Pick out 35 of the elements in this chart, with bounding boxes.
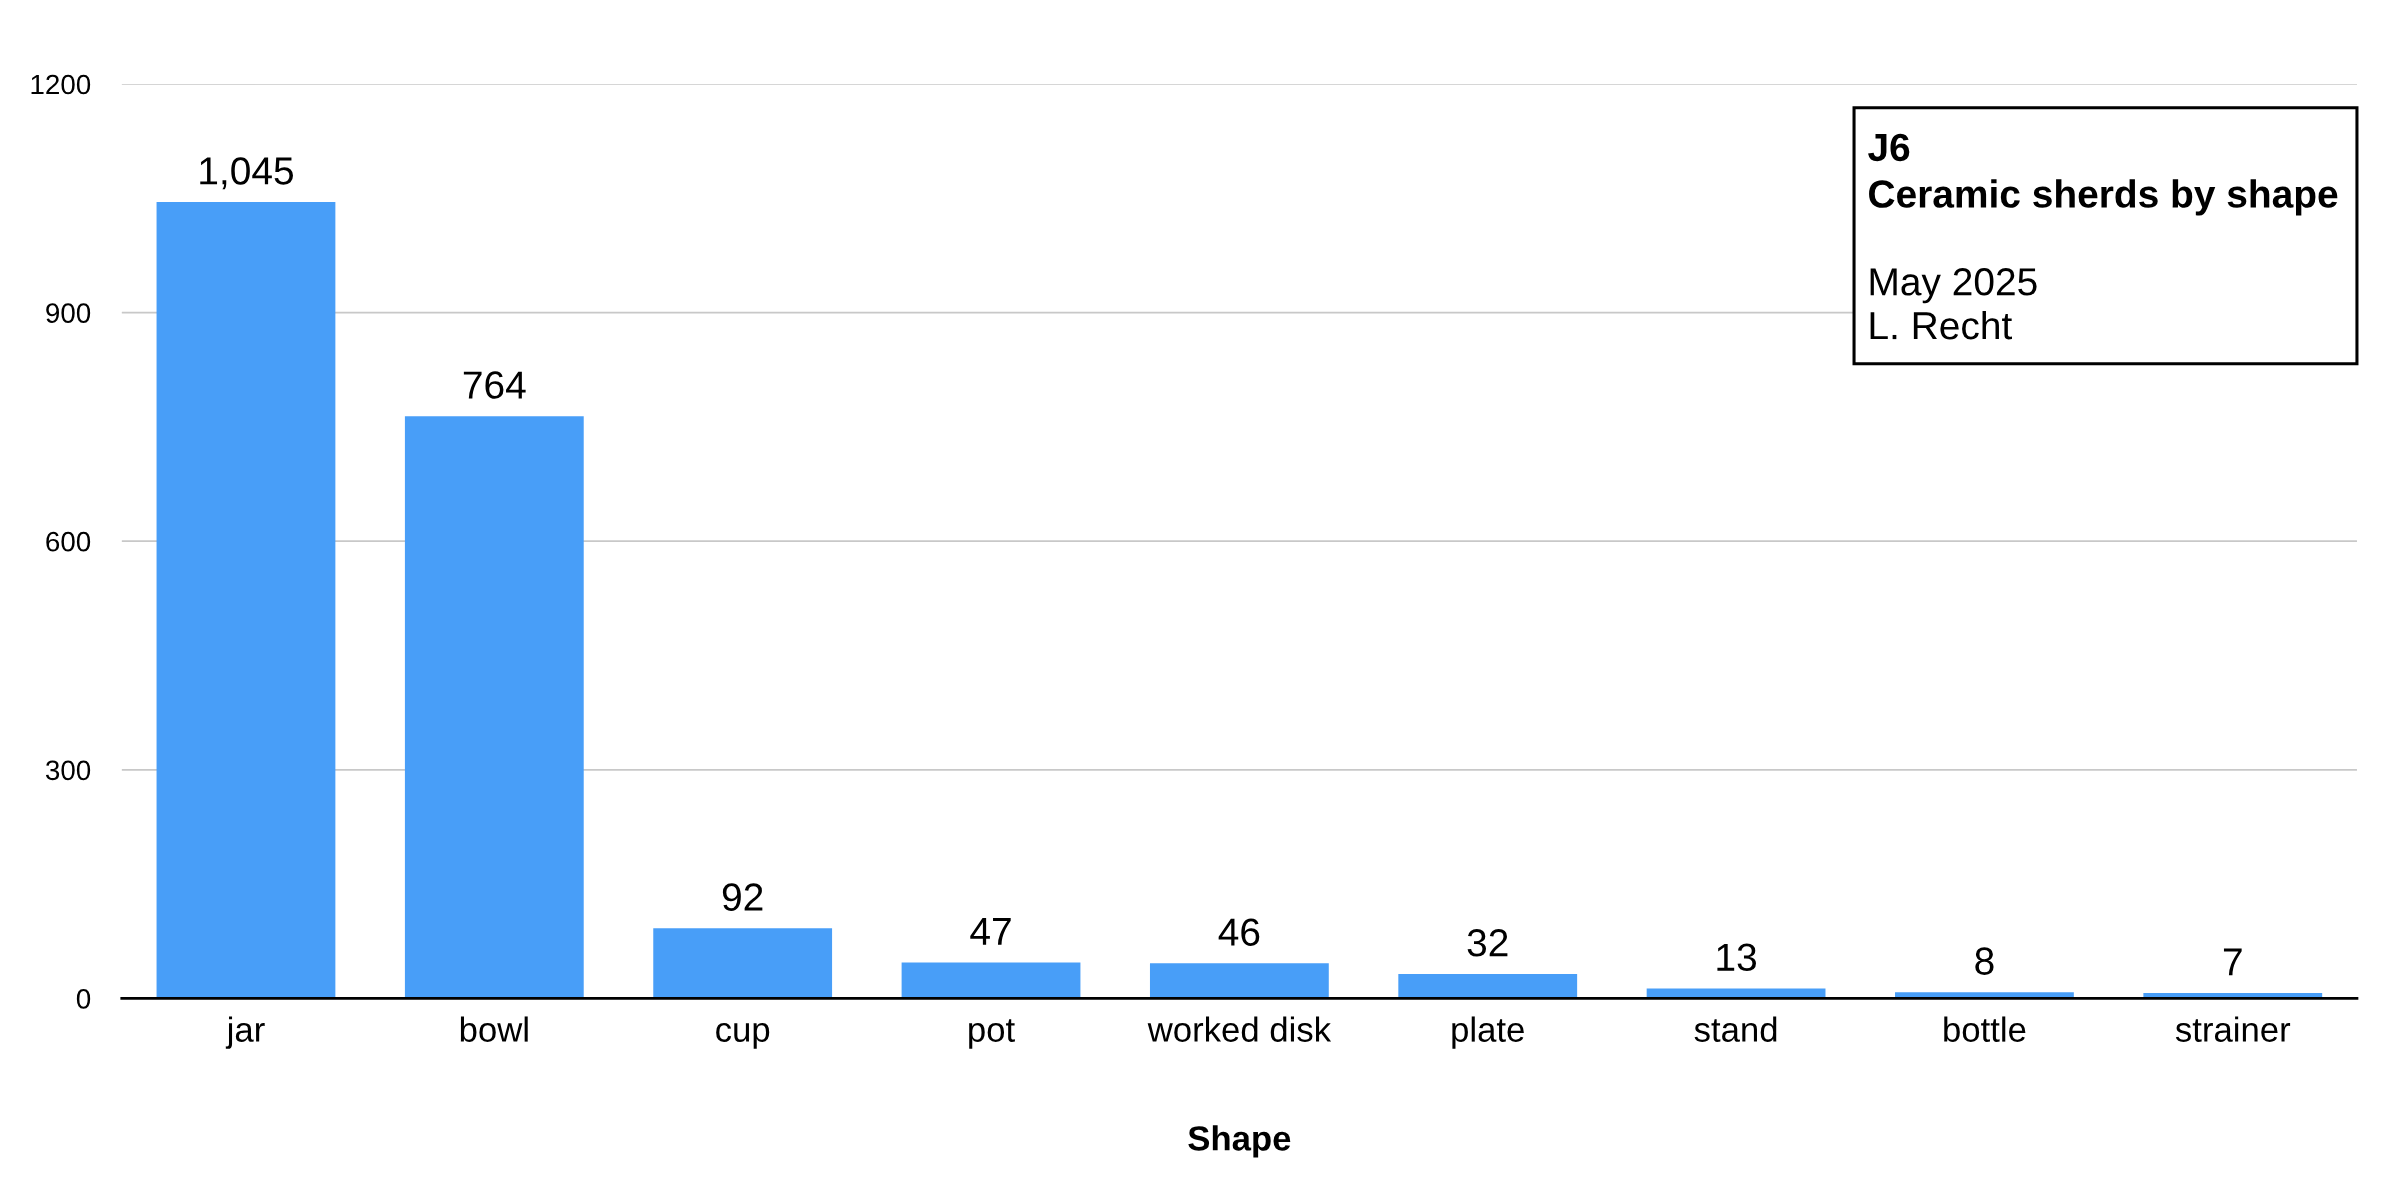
bar	[404, 416, 584, 999]
x-tick-label: pot	[969, 1019, 1015, 1049]
x-tick-label: bowl	[460, 1016, 528, 1042]
x-tick-label: cup	[716, 1022, 770, 1049]
y-tick-label: 600	[46, 531, 91, 552]
y-tick-label: 300	[45, 760, 91, 781]
data-label: 32	[1467, 929, 1508, 957]
data-label: 7	[2223, 948, 2242, 976]
data-label: 764	[463, 371, 526, 399]
x-tick-label: plate	[1452, 1016, 1524, 1049]
bar	[1149, 963, 1329, 999]
y-tick-label: 0	[76, 989, 91, 1009]
x-tick-label: worked disk	[1147, 1016, 1332, 1042]
data-label: 1,045	[200, 157, 293, 190]
x-tick-label: strainer	[2175, 1016, 2291, 1042]
bar	[156, 202, 336, 999]
x-tick-label: bottle	[1944, 1016, 2026, 1042]
annotation: May 2025	[1870, 268, 2037, 304]
data-label: 8	[1975, 947, 1994, 975]
bar	[653, 928, 833, 999]
annotation: L. Recht	[1870, 310, 2012, 340]
y-tick-label: 900	[46, 303, 91, 323]
y-tick-label: 1200	[31, 74, 91, 95]
x-axis-title: Shape	[1188, 1125, 1291, 1158]
text: J6	[1868, 133, 1910, 162]
x-tick-label: jar	[225, 1016, 265, 1049]
bar	[1646, 988, 1826, 999]
data-label: 13	[1717, 943, 1756, 972]
data-label: 47	[970, 918, 1011, 945]
bar	[901, 962, 1081, 999]
x-tick-label: stand	[1694, 1016, 1777, 1042]
data-label: 46	[1218, 918, 1260, 946]
text: Ceramic sherds by shape	[1869, 179, 2338, 216]
bar	[1398, 974, 1578, 999]
data-label: 92	[722, 883, 763, 911]
